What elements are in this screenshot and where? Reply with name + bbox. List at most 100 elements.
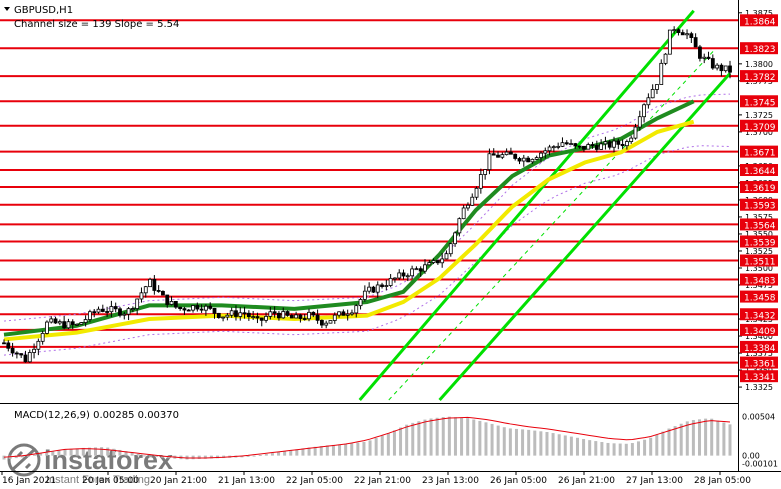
macd-bar [661,431,665,456]
candle-body [328,320,333,324]
macd-bar [155,455,159,457]
macd-bar [331,444,335,456]
macd-bar [478,420,482,456]
candle-body [655,84,659,90]
macd-bar [277,452,281,456]
macd-bar [338,444,342,456]
level-badge [740,95,778,108]
candle-body [307,311,311,320]
candle-body [319,319,324,326]
level-badge [740,340,778,353]
macd-bar [14,455,18,459]
macd-bar [521,429,525,456]
time-tick-label: 22 Jan 21:00 [354,476,411,486]
candle-body [246,312,251,318]
macd-bar [319,446,323,456]
macd-bar [148,455,152,457]
macd-bar [649,437,653,456]
level-badge-label: 1.3384 [744,344,776,354]
candle-body [36,340,41,350]
candle-body [53,318,58,324]
candle-body [603,141,608,145]
candle-body [45,321,49,334]
macd-bar [307,447,311,456]
candle-body [32,348,36,353]
macd-bar [216,455,220,459]
candle-body [2,342,6,345]
time-tick-label: 26 Jan 05:00 [490,476,547,486]
candle-body [534,157,539,160]
candle-body [337,311,341,316]
macd-bar [508,428,512,456]
macd-bar [624,443,628,456]
level-badge-label: 1.3483 [744,277,776,287]
candle-body [728,65,732,73]
macd-bar [350,443,354,456]
macd-bar [691,420,695,456]
candle-body [105,311,110,313]
candle-body [470,196,475,206]
macd-bar [600,442,604,456]
candle-body [685,33,689,36]
candle-body [272,311,277,314]
macd-bar [569,436,573,456]
candle-body [414,268,419,271]
candle-body [517,158,522,162]
ma-slow-line [3,119,695,342]
time-tick-label: 27 Jan 13:00 [626,476,683,486]
candle-body [130,308,135,310]
candle-body [676,29,681,33]
macd-bar [557,434,561,456]
candle-body [573,143,578,147]
macd-bar [728,424,732,456]
candle-body [49,318,54,323]
candle-body [689,33,694,38]
candle-body [590,144,595,146]
macd-bar [87,447,91,456]
level-badge-label: 1.3341 [744,373,776,383]
candle-body [594,145,599,150]
candle-body [698,46,702,59]
macd-bar [142,455,146,457]
level-badge [740,273,778,286]
symbol-dropdown-icon[interactable] [4,7,10,11]
level-badge [740,323,778,336]
candle-body [311,311,316,316]
candle-body [380,284,384,287]
candle-body [75,323,79,326]
time-tick-label: 21 Jan 13:00 [218,476,275,486]
level-badge [740,70,778,83]
macd-bar [106,447,110,456]
channel-label: Channel size = 139 Slope = 5.54 [14,19,179,30]
macd-bar [453,417,457,456]
price-tick-label: 1.3550 [745,230,773,239]
macd-bar [429,418,433,456]
candle-body [461,207,466,220]
macd-bar [69,448,73,456]
candle-body [289,315,294,319]
level-badge-label: 1.3511 [744,258,776,268]
macd-bar [447,416,451,456]
candle-body [616,140,621,145]
candle-body [706,56,711,59]
macd-bar [618,443,622,456]
macd-bar [722,422,726,456]
main-pane [0,0,738,402]
candle-body [173,301,178,308]
candle-body [624,141,629,147]
candle-body [70,321,75,325]
macd-bar [8,455,12,459]
time-tick-label: 28 Jan 05:00 [694,476,751,486]
macd-bar [460,417,464,456]
candle-body [122,313,127,316]
candle-body [315,314,320,321]
symbol-label: GBPUSD,H1 [14,5,73,16]
macd-bar [63,449,67,456]
candle-body [650,89,655,99]
macd-bar [551,433,555,456]
level-badge [740,370,778,383]
candle-body [440,258,445,264]
candle-body [92,311,97,314]
candle-body [375,284,380,293]
